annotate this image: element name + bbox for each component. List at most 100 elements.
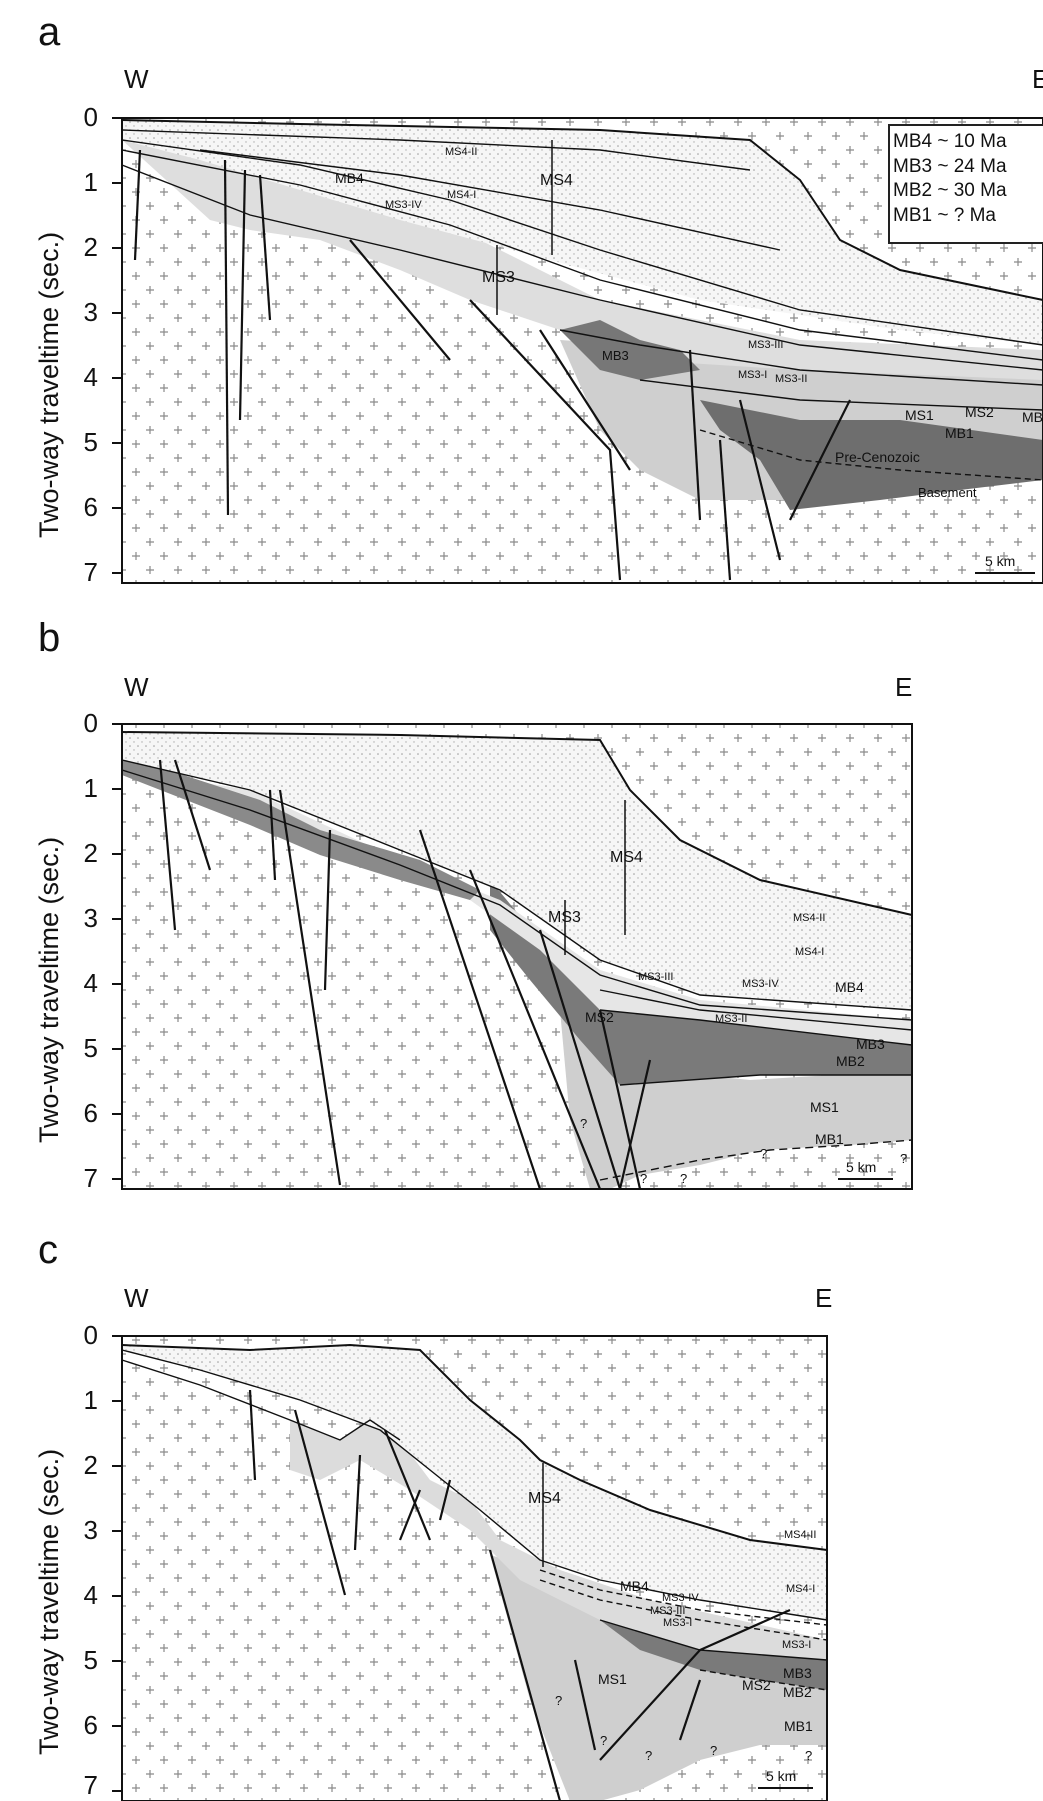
unit-label: Basement — [918, 485, 977, 500]
y-tick: 5 — [83, 427, 98, 457]
ms4-unit — [122, 1345, 827, 1620]
scale-bar-label: 5 km — [766, 1768, 796, 1784]
ms2-unit — [490, 880, 912, 1085]
mb3-strip — [122, 755, 480, 900]
unit-label: MS4 — [528, 1490, 561, 1507]
unit-label: MS3-I — [663, 1617, 692, 1629]
y-tick: 6 — [83, 1710, 98, 1740]
y-tick: 4 — [83, 362, 98, 392]
y-tick: 2 — [83, 1450, 98, 1480]
thickness-arrows-b — [564, 800, 626, 955]
frame-b — [121, 723, 913, 1190]
panel-letter: b — [38, 616, 61, 660]
question-mark: ? — [900, 1151, 907, 1166]
unit-label: MS4-I — [786, 1583, 815, 1595]
unit-label: MB2 — [783, 1684, 812, 1700]
unit-label: MS3 — [548, 909, 581, 926]
faults-b — [158, 759, 652, 1190]
unit-label: MS2 — [965, 404, 994, 420]
east-label: E — [815, 1283, 833, 1313]
unit-label: MB2 — [836, 1053, 865, 1069]
faults-a — [133, 149, 851, 581]
unit-label: MS1 — [810, 1099, 839, 1115]
ms1-unit — [560, 1010, 912, 1189]
y-tick: 2 — [83, 838, 98, 868]
unit-label: MS4-II — [784, 1529, 816, 1541]
y-tick: 5 — [83, 1645, 98, 1675]
unit-label: MB4 — [620, 1578, 649, 1594]
ms3-unit — [290, 1420, 827, 1660]
east-label: E — [1032, 64, 1043, 94]
question-mark: ? — [580, 1116, 587, 1131]
y-tick: 0 — [83, 102, 98, 132]
scale-bar-label: 5 km — [985, 553, 1015, 569]
question-mark: ? — [645, 1748, 652, 1763]
unit-label: MB1 — [815, 1131, 844, 1147]
question-mark: ? — [600, 1733, 607, 1748]
question-mark: ? — [760, 1146, 767, 1161]
y-tick: 2 — [83, 232, 98, 262]
y-tick: 6 — [83, 492, 98, 522]
unit-label: MS3-III — [638, 971, 673, 983]
question-mark: ? — [805, 1748, 812, 1763]
ms2-unit — [560, 320, 700, 380]
ms4-unit — [122, 120, 1043, 345]
unit-label: MB3 — [783, 1665, 812, 1681]
unit-label: MB4 — [835, 979, 864, 995]
y-tick: 3 — [83, 903, 98, 933]
west-label: W — [124, 1283, 149, 1313]
horizons-a — [121, 119, 1043, 481]
scale-bar-label: 5 km — [846, 1159, 876, 1175]
thickness-arrows-a — [496, 140, 553, 315]
unit-label: MS4-II — [445, 146, 477, 158]
y-tick: 4 — [83, 968, 98, 998]
labels-c: MS4 MS4-II MS4-I MB4 MS3-IV MS3-III MS3-… — [528, 1490, 816, 1763]
unit-label: MS4 — [610, 849, 643, 866]
y-tick-marks-c — [112, 1335, 122, 1792]
y-tick: 7 — [83, 1163, 98, 1193]
unit-label: MB1 — [945, 425, 974, 441]
unit-label: MS4-II — [793, 912, 825, 924]
y-tick: 4 — [83, 1580, 98, 1610]
west-label: W — [124, 64, 149, 94]
y-tick: 7 — [83, 1770, 98, 1800]
y-tick: 1 — [83, 167, 98, 197]
unit-label: MS3 — [482, 269, 515, 286]
ms1-unit — [490, 1555, 827, 1801]
unit-label: MS4-I — [447, 189, 476, 201]
scale-bar-b: 5 km — [838, 1159, 893, 1180]
labels-a: MS4-II MS4 MB4 MS4-I MS3-IV MS3 MB3 MS3-… — [335, 146, 1043, 500]
unit-label: MB3 — [856, 1036, 885, 1052]
question-mark: ? — [680, 1171, 687, 1186]
y-tick: 0 — [83, 1320, 98, 1350]
unit-label: MB — [1022, 409, 1043, 425]
unit-label: MB3 — [602, 348, 629, 363]
unit-label: MS3-I — [782, 1639, 811, 1651]
y-tick: 3 — [83, 297, 98, 327]
unit-label: MS3-IV — [662, 1592, 699, 1604]
unit-label: MS3-IV — [385, 199, 422, 211]
unit-label: MS3-II — [715, 1013, 747, 1025]
unit-label: MS3-IV — [742, 978, 779, 990]
panel-letter: a — [38, 10, 61, 54]
unit-label: MS3-I — [738, 369, 767, 381]
unit-label: MB4 — [335, 170, 364, 186]
unit-label: MS4-I — [795, 946, 824, 958]
unit-label: MS2 — [585, 1009, 614, 1025]
frame-c — [121, 1335, 828, 1801]
frame-a — [121, 117, 1043, 584]
labels-b: MS4 MS3 MS4-II MS4-I MS3-III MS3-IV MB4 … — [548, 849, 907, 1186]
unit-label: MS1 — [598, 1671, 627, 1687]
ms4-unit — [122, 732, 912, 1010]
horizons-c — [121, 1343, 828, 1691]
y-tick: 3 — [83, 1515, 98, 1545]
age-legend: MB4 ~ 10 Ma MB3 ~ 24 Ma MB2 ~ 30 Ma MB1 … — [888, 124, 1043, 244]
unit-label: MS3-III — [650, 1605, 685, 1617]
pre-cenozoic-unit — [700, 400, 1043, 510]
question-mark: ? — [640, 1171, 647, 1186]
question-mark: ? — [710, 1743, 717, 1758]
unit-label: MS3-II — [775, 373, 807, 385]
unit-label: MS1 — [905, 407, 934, 423]
legend-entry: MB3 ~ 24 Ma — [893, 155, 1007, 177]
